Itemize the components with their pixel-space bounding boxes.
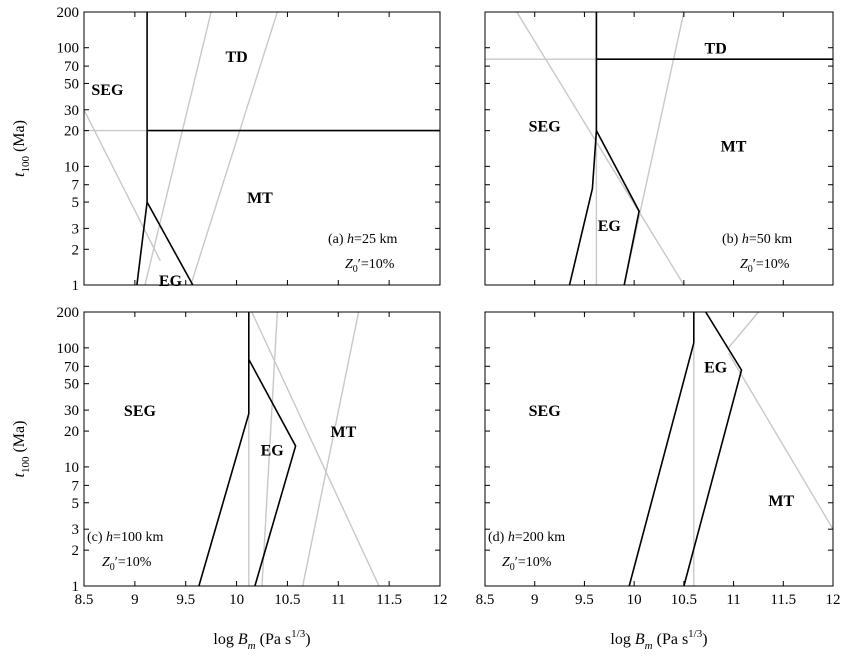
panel-d-region-mt: MT: [768, 493, 794, 510]
panel-c-ytick-label-2: 3: [72, 522, 80, 538]
panel-a-ytick-label-11: 200: [57, 5, 80, 21]
panel-d-region-eg: EG: [704, 359, 728, 376]
panel-c-ytick-label-10: 100: [57, 341, 80, 357]
panel-d-xtick-label-4: 10.5: [671, 592, 697, 608]
panel-a-region-eg: EG: [159, 273, 183, 290]
panel-c-ytick-label-11: 200: [57, 305, 80, 321]
panel-c-ytick-label-5: 10: [64, 460, 79, 476]
panel-d-gray-line-2: [728, 312, 759, 349]
panel-d-xtick-label-1: 9: [531, 592, 539, 608]
panel-a-z0-label: Z0′=10%: [345, 257, 395, 275]
panel-d-boundary-line-1: [683, 312, 743, 586]
panel-c-xtick-label-7: 12: [433, 592, 448, 608]
panel-d: 8.5 9 9.5 10 10.5 11 11.5 12 SEG EG MT (d) h=200 km…: [476, 311, 841, 652]
panel-b-region-seg: SEG: [529, 119, 562, 136]
panel-a-ytick-label-2: 3: [72, 221, 80, 237]
panel-d-label: (d) h=200 km: [488, 530, 565, 545]
panel-b-region-eg: EG: [598, 218, 622, 235]
panel-c-xtick-label-5: 11: [331, 592, 345, 608]
panel-a-ytick-label-9: 70: [64, 59, 79, 75]
panel-c-lines: [198, 312, 380, 586]
panel-d-z0-label: Z0′=10%: [502, 555, 552, 573]
panel-c-ytick-label-6: 20: [64, 424, 79, 440]
panel-d-frame: [484, 311, 834, 587]
panel-c-xtick-label-0: 8.5: [75, 592, 94, 608]
panel-c-xtick-label-3: 10: [229, 592, 244, 608]
panel-c-gray-line-3: [302, 312, 360, 586]
panel-a-ytick-label-4: 7: [72, 178, 80, 194]
panel-a-ytick-label-5: 10: [64, 159, 79, 175]
panel-a-region-seg: SEG: [91, 82, 124, 99]
panel-c-boundary-line-1: [248, 359, 297, 586]
panel-d-xtick-label-6: 11.5: [770, 592, 796, 608]
panel-a-boundary-line-3: [146, 201, 194, 285]
panel-c-ytick-label-3: 5: [72, 496, 80, 512]
panel-c-region-eg: EG: [261, 443, 285, 460]
panel-a-region-td: TD: [225, 49, 247, 66]
panel-d-gray-line-1: [727, 352, 833, 530]
panel-a-ytick-label-0: 1: [72, 278, 80, 294]
panel-c-gray-line-1: [251, 312, 380, 586]
panel-c-ytick-label-4: 7: [72, 478, 80, 494]
panel-a-label: (a) h=25 km: [328, 232, 397, 247]
panel-c-label: (c) h=100 km: [87, 530, 163, 545]
panel-a-gray-line-0: [144, 12, 212, 285]
panel-a-gray-line-2: [84, 109, 161, 262]
panel-c-xtick-label-2: 9.5: [176, 592, 195, 608]
panel-a-ylabel: t100 (Ma): [11, 120, 32, 177]
panel-a-boundary-line-2: [136, 130, 148, 285]
panel-b-lines: [485, 12, 833, 285]
panel-b-gray-line-3: [516, 12, 685, 285]
panel-c-region-seg: SEG: [124, 403, 157, 420]
panel-c-ytick-label-8: 50: [64, 377, 79, 393]
panel-a-ytick-label-10: 100: [57, 41, 80, 57]
panel-a-lines: [84, 12, 440, 285]
panel-a-ytick-label-8: 50: [64, 76, 79, 92]
panel-b-label: (b) h=50 km: [722, 232, 792, 247]
panel-a-gray-line-1: [190, 12, 278, 285]
panel-c-ytick-label-0: 1: [72, 579, 80, 595]
panel-a-ytick-label-7: 30: [64, 103, 79, 119]
panel-a-frame: [83, 11, 441, 286]
panel-d-xtick-label-7: 12: [826, 592, 841, 608]
panel-c-xlabel: log Bm (Pa s1/3): [213, 628, 310, 652]
panel-d-xtick-label-5: 11: [726, 592, 740, 608]
panel-a-region-mt: MT: [247, 190, 273, 207]
panel-a-ytick-label-6: 20: [64, 124, 79, 140]
panel-c-gray-line-2: [261, 312, 278, 586]
panel-b-z0-label: Z0′=10%: [740, 257, 790, 275]
panel-c-boundary-line-0: [198, 312, 250, 586]
panel-d-xtick-label-3: 10: [627, 592, 642, 608]
panel-d-xtick-label-0: 8.5: [476, 592, 495, 608]
panel-d-xtick-label-2: 9.5: [575, 592, 594, 608]
panel-c-z0-label: Z0′=10%: [102, 555, 152, 573]
panel-b-frame: [484, 11, 834, 286]
panel-c-frame: [83, 311, 441, 587]
panel-a-ytick-label-3: 5: [72, 195, 80, 211]
panel-c-region-mt: MT: [330, 424, 356, 441]
panel-a-ytick-label-1: 2: [72, 242, 80, 258]
panel-c-ytick-label-7: 30: [64, 403, 79, 419]
panel-c-ytick-label-1: 2: [72, 543, 80, 559]
panel-c-xtick-label-1: 9: [131, 592, 139, 608]
panel-c-xtick-label-6: 11.5: [376, 592, 402, 608]
panel-d-lines: [628, 312, 833, 586]
panel-d-region-seg: SEG: [529, 403, 562, 420]
panel-d-xlabel: log Bm (Pa s1/3): [610, 628, 707, 652]
panel-b-boundary-line-2: [568, 59, 598, 285]
panel-c-xtick-label-4: 10.5: [274, 592, 300, 608]
panel-b: TD SEG MT EG (b) h=50 km Z0′=10%: [484, 11, 834, 286]
panel-b-region-td: TD: [705, 41, 727, 58]
panel-d-boundary-line-0: [628, 312, 695, 586]
panel-c-ytick-label-9: 70: [64, 359, 79, 375]
panel-c-ylabel: t100 (Ma): [11, 421, 32, 478]
panel-b-region-mt: MT: [721, 138, 747, 155]
panel-b-boundary-line-3: [595, 130, 640, 285]
